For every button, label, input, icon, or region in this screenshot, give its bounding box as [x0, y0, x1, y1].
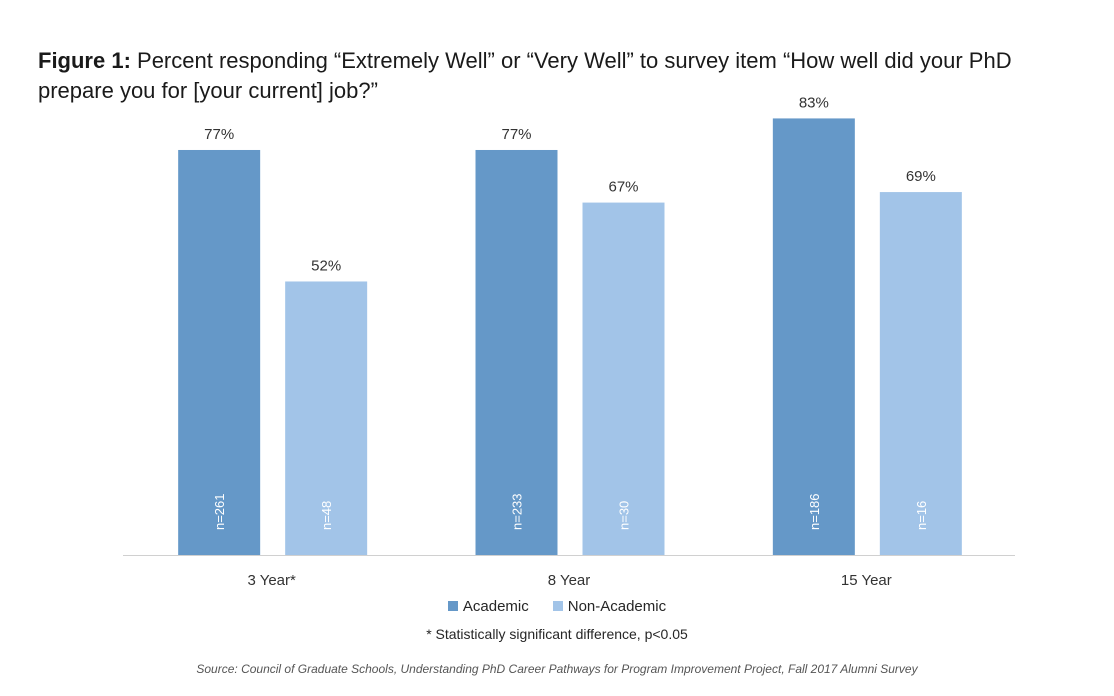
significance-note: * Statistically significant difference, …	[426, 626, 688, 642]
legend-label: Academic	[462, 598, 529, 615]
data-label: 67%	[608, 179, 638, 196]
legend: Academic Non-Academic	[0, 598, 1114, 615]
legend-label: Non-Academic	[567, 598, 667, 615]
data-label: 77%	[204, 126, 234, 143]
n-label: n=16	[914, 501, 929, 530]
bar-academic-2	[475, 149, 558, 556]
bar-non-academic-2	[582, 202, 665, 555]
bar-non-academic-1	[285, 281, 368, 555]
figure-label: Figure 1:	[38, 48, 131, 73]
bar-non-academic-3	[879, 192, 962, 555]
n-label: n=233	[510, 493, 525, 530]
data-label: 52%	[311, 257, 341, 274]
bar-chart: 77% n=261 52% n=48 3 Year* 77% n=233 67% n=30 8 Y…	[123, 94, 1015, 589]
data-label: 77%	[501, 126, 531, 143]
bar-academic-1	[178, 149, 261, 556]
n-label: n=186	[807, 493, 822, 530]
n-label: n=30	[617, 501, 632, 530]
bar-academic-3	[772, 118, 855, 556]
legend-swatch	[447, 601, 458, 611]
data-label: 83%	[799, 94, 829, 111]
n-label: n=261	[212, 493, 227, 530]
chart-title: Figure 1: Percent responding “Extremely …	[38, 46, 1088, 106]
legend-item-non-academic: Non-Academic	[552, 598, 667, 615]
category-label: 8 Year	[548, 572, 591, 589]
source-note: Source: Council of Graduate Schools, Und…	[196, 662, 918, 676]
legend-item-academic: Academic	[447, 598, 529, 615]
legend-swatch	[552, 601, 563, 611]
category-label: 3 Year*	[247, 572, 296, 589]
figure-text: Percent responding “Extremely Well” or “…	[38, 48, 1012, 103]
n-label: n=48	[319, 501, 334, 530]
data-label: 69%	[906, 168, 936, 185]
category-label: 15 Year	[841, 572, 892, 589]
